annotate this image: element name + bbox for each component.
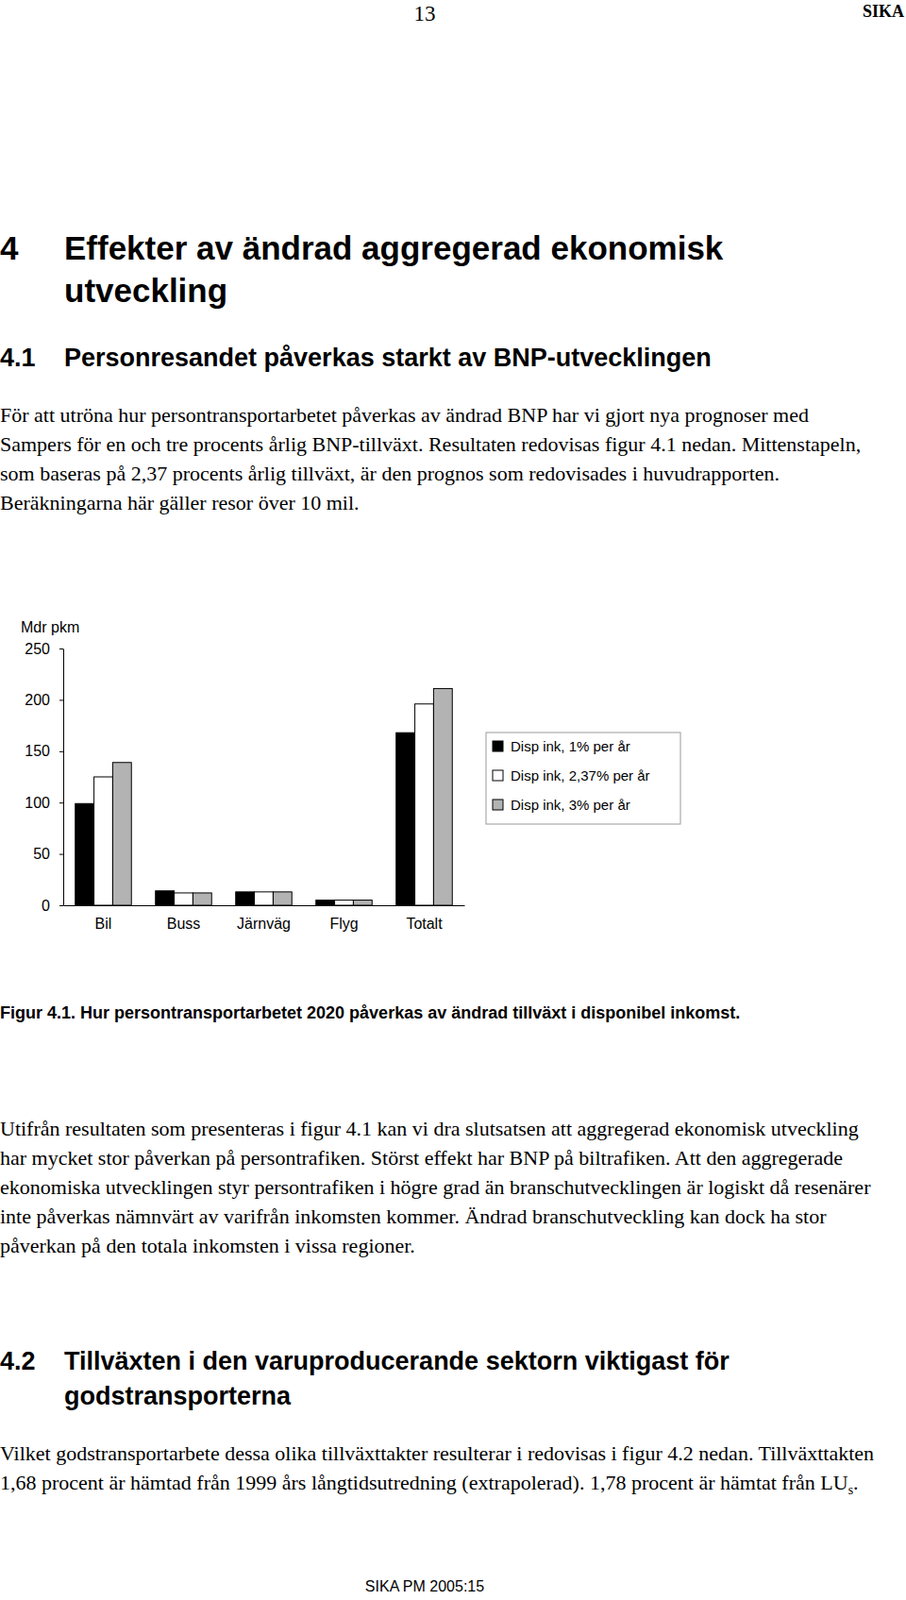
legend-swatch	[492, 799, 504, 810]
y-axis: 0 50 100 150 200 250	[24, 640, 64, 914]
bar	[75, 803, 95, 906]
y-tick-mark	[59, 648, 64, 650]
y-tick: 250	[24, 640, 64, 657]
y-tick: 200	[24, 691, 64, 708]
x-axis: Bil Buss Järnväg Flyg Totalt	[64, 905, 466, 932]
y-tick-label: 200	[24, 691, 51, 708]
y-tick: 0	[41, 897, 64, 914]
paragraph-text: Vilket godstransportarbete dessa olika t…	[0, 1441, 874, 1494]
legend-swatch	[492, 770, 504, 781]
y-axis-line	[63, 649, 65, 906]
publisher: SIKA	[862, 1, 905, 22]
x-tick-label: Totalt	[405, 915, 443, 932]
bar	[335, 900, 354, 906]
bar	[396, 732, 416, 906]
bar	[415, 704, 435, 906]
bar	[155, 890, 175, 906]
paragraph-text: .	[853, 1470, 859, 1494]
bar	[316, 900, 336, 906]
x-tick-label: Buss	[167, 915, 202, 932]
x-tick: Järnväg	[236, 905, 291, 932]
y-tick-mark	[59, 751, 64, 753]
paragraph: Vilket godstransportarbete dessa olika t…	[0, 1438, 878, 1505]
paragraph: Utifrån resultaten som presenteras i fig…	[0, 1113, 878, 1260]
bar	[94, 776, 114, 906]
chapter-title: Effekter av ändrad aggregerad ekonomisk …	[64, 226, 857, 312]
x-tick: Totalt	[405, 905, 443, 932]
x-tick-label: Bil	[95, 915, 113, 932]
legend-box	[486, 732, 681, 824]
bars	[75, 687, 453, 906]
bar	[272, 891, 292, 906]
y-tick-label: 150	[24, 742, 51, 759]
y-tick-mark	[59, 905, 64, 906]
y-tick: 50	[33, 845, 64, 862]
x-tick-label: Järnväg	[236, 915, 291, 932]
y-tick-label: 100	[24, 794, 51, 811]
y-tick-mark	[59, 854, 64, 856]
y-tick-mark	[59, 802, 64, 804]
y-axis-title: Mdr pkm	[20, 619, 80, 636]
section-title: Tillväxten i den varuproducerande sektor…	[64, 1343, 839, 1414]
x-tick-label: Flyg	[329, 915, 358, 932]
y-tick: 150	[24, 742, 64, 759]
x-axis-line	[64, 905, 466, 906]
bar	[254, 891, 274, 906]
subscript: s	[848, 1482, 854, 1497]
bar	[192, 892, 212, 906]
legend-label: Disp ink, 3% per år	[510, 796, 631, 813]
y-tick-label: 250	[24, 640, 51, 657]
bar	[235, 891, 255, 906]
y-tick-label: 50	[33, 845, 51, 862]
legend: Disp ink, 1% per år Disp ink, 2,37% per å…	[486, 732, 681, 824]
x-tick: Flyg	[329, 905, 358, 932]
bar	[112, 762, 132, 906]
bar	[174, 892, 194, 906]
section-number: 4.2	[0, 1343, 36, 1379]
paragraph: För att utröna hur persontransportarbete…	[0, 400, 878, 518]
y-tick-mark	[59, 699, 64, 701]
bar	[433, 687, 453, 906]
y-tick: 100	[24, 794, 64, 811]
chart: 0 50 100 150 200 250 Bil Buss Järnväg Flyg Totalt M…	[0, 604, 906, 944]
page-number: 13	[396, 1, 453, 27]
figure-caption: Figur 4.1. Hur persontransportarbetet 20…	[0, 1000, 878, 1025]
section-title: Personresandet påverkas starkt av BNP-ut…	[64, 341, 905, 374]
legend-swatch	[492, 740, 504, 752]
legend-label: Disp ink, 2,37% per år	[510, 767, 651, 784]
legend-label: Disp ink, 1% per år	[510, 738, 631, 755]
x-tick: Buss	[167, 905, 202, 932]
footer: SIKA PM 2005:15	[311, 1577, 538, 1595]
bar	[352, 900, 372, 906]
x-tick: Bil	[95, 905, 113, 932]
y-tick-label: 0	[41, 897, 51, 914]
chapter-number: 4	[0, 226, 18, 269]
section-number: 4.1	[0, 341, 36, 374]
